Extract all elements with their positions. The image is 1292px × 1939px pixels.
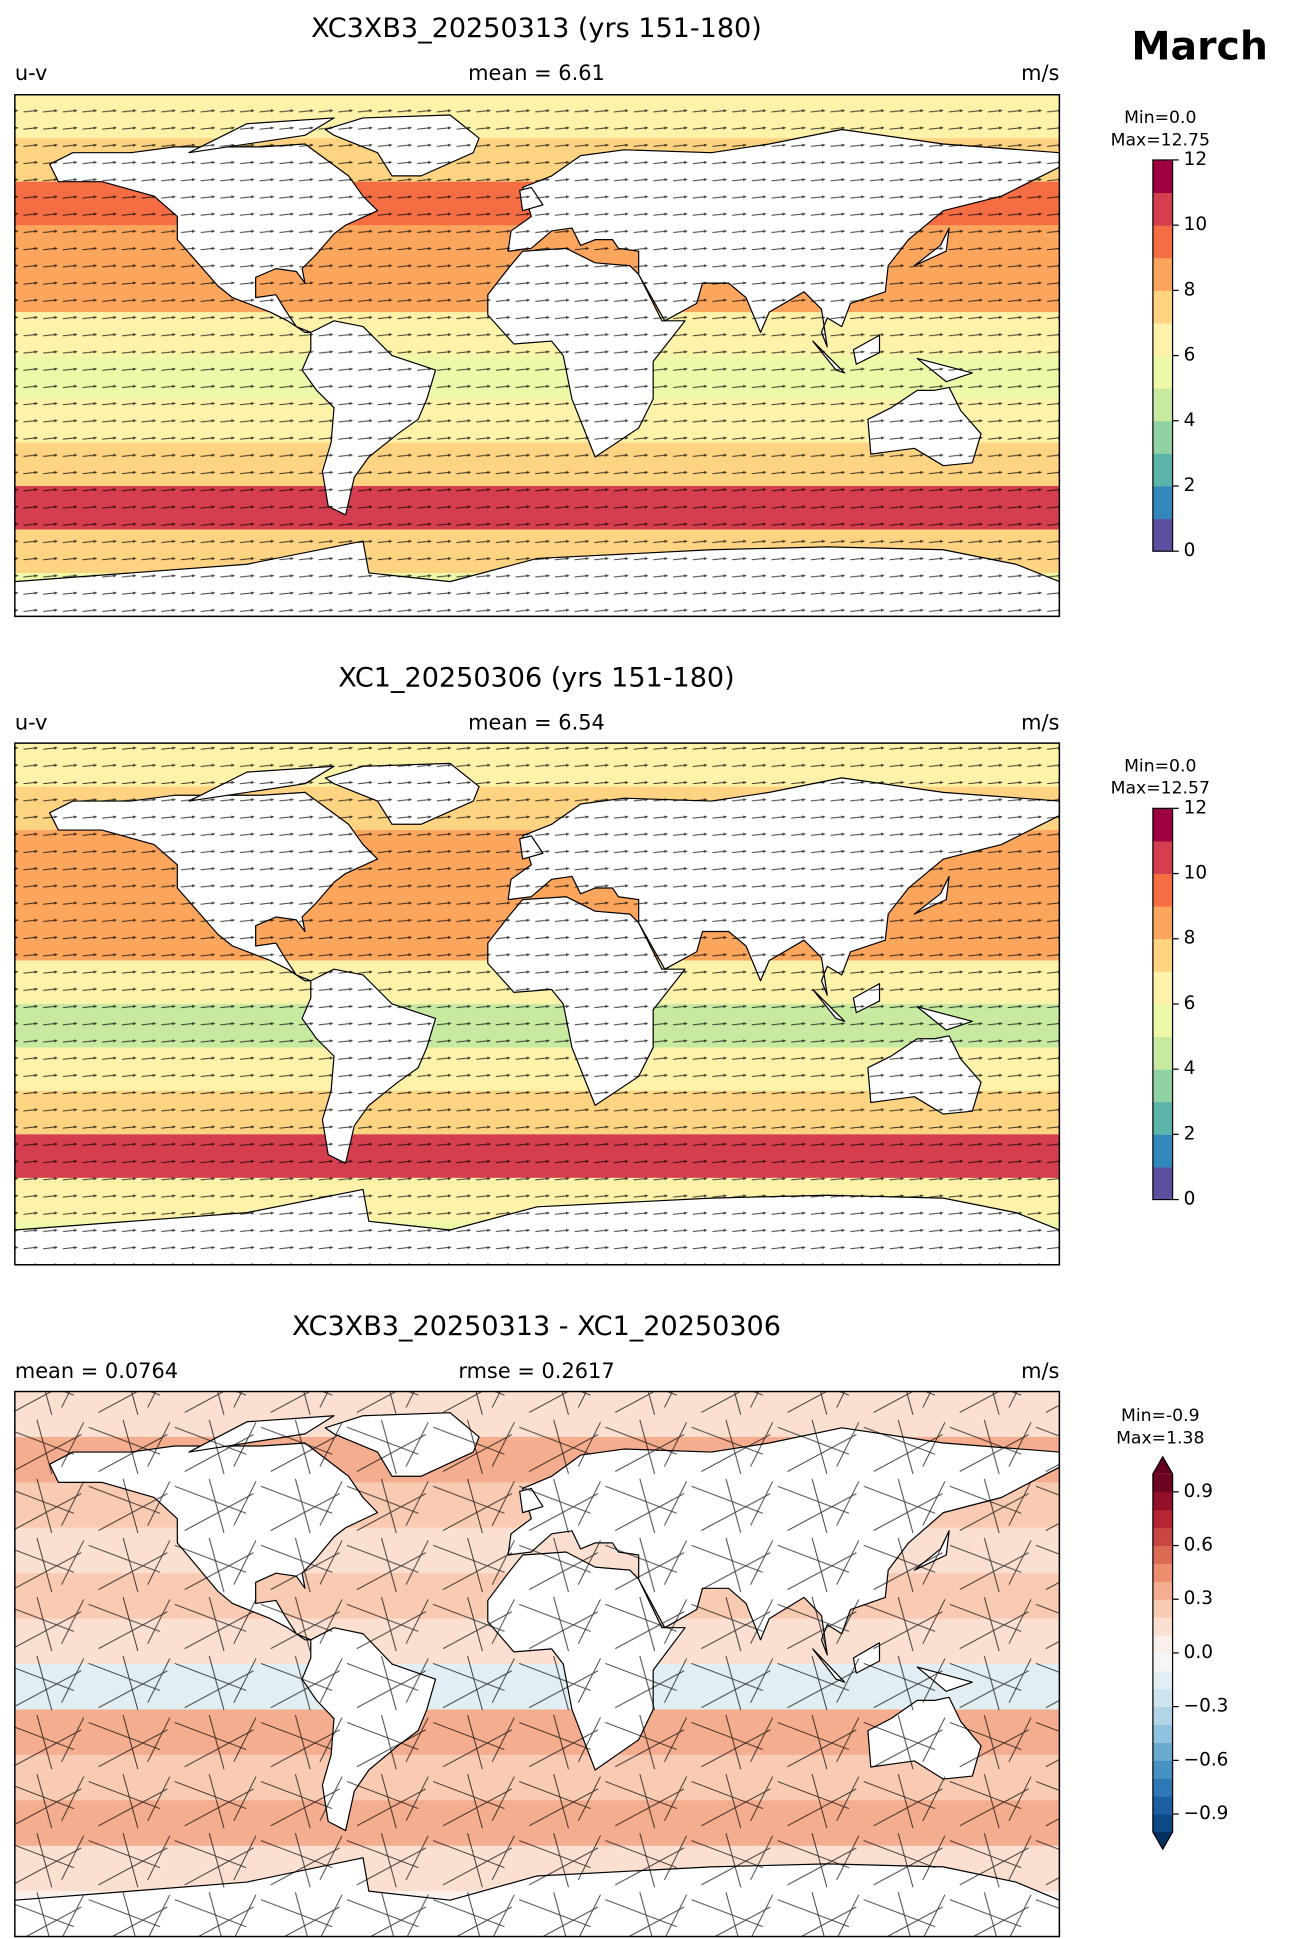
colorbar-extend-over	[1152, 1456, 1173, 1474]
colorbar-segment	[1152, 971, 1173, 1005]
colorbar-tick-label: 0.9	[1184, 1481, 1213, 1502]
colorbar-segment	[1152, 355, 1173, 389]
colorbar-max: Max=1.38	[1116, 1428, 1204, 1448]
colorbar-outline	[1152, 1455, 1174, 1851]
wind-vectors	[14, 1391, 1060, 1937]
colorbar-segment	[1152, 453, 1173, 487]
colorbar-segment	[1152, 159, 1173, 194]
colorbar-segment	[1152, 1509, 1173, 1529]
map-area	[14, 1391, 1060, 1937]
right-label: m/s	[1021, 61, 1059, 85]
colorbar-tick-label: 0.3	[1184, 1588, 1213, 1609]
colorbar-tick-label: 8	[1184, 279, 1196, 300]
colorbar-segment	[1152, 192, 1173, 226]
suptitle: March	[1131, 24, 1268, 70]
colorbar-tick-label: 10	[1184, 214, 1207, 235]
colorbar-tick-label: −0.9	[1184, 1803, 1229, 1824]
right-label: m/s	[1021, 1359, 1059, 1383]
colorbar-segment	[1152, 1134, 1173, 1168]
colorbar-segment	[1152, 322, 1173, 357]
colorbar-segment	[1152, 257, 1173, 291]
colorbar-segment	[1152, 388, 1173, 422]
colorbar-outline	[1152, 807, 1174, 1201]
colorbar-segment	[1152, 1563, 1173, 1582]
colorbar-tick-label: 12	[1184, 797, 1207, 818]
map-area	[14, 743, 1060, 1265]
colorbar-min: Min=0.0	[1124, 756, 1196, 776]
panel-title: XC3XB3_20250313 - XC1_20250306	[292, 1311, 781, 1342]
colorbar-segment	[1152, 1491, 1173, 1511]
colorbar-segment	[1152, 1706, 1173, 1726]
colorbar-segment	[1152, 1599, 1173, 1618]
left-label: u-v	[15, 710, 48, 734]
colorbar-segment	[1152, 1527, 1173, 1547]
colorbar-segment	[1152, 1796, 1173, 1815]
colorbar-tick-label: 4	[1184, 410, 1196, 431]
colorbar-segment	[1152, 225, 1173, 259]
center-label: rmse = 0.2617	[458, 1359, 614, 1383]
colorbar-segment	[1152, 873, 1173, 907]
map-frame	[14, 742, 1061, 1266]
wind-vectors	[14, 743, 1060, 1265]
colorbar-max: Max=12.75	[1111, 130, 1210, 150]
colorbar-segment	[1152, 1724, 1173, 1743]
colorbar-tick-label: 6	[1184, 345, 1196, 366]
colorbar-segment	[1152, 290, 1173, 324]
panel-title: XC1_20250306 (yrs 151-180)	[338, 663, 734, 694]
center-label: mean = 6.61	[468, 61, 605, 85]
colorbar-tick-label: 2	[1184, 1123, 1196, 1144]
colorbar-segment	[1152, 1617, 1173, 1636]
right-label: m/s	[1021, 710, 1059, 734]
colorbar-segment	[1152, 1545, 1173, 1564]
colorbar-segment	[1152, 1814, 1173, 1833]
colorbar-tick-label: 0.6	[1184, 1535, 1213, 1556]
map-area	[14, 94, 1060, 617]
left-label: u-v	[15, 61, 48, 85]
colorbar-extend-under	[1152, 1831, 1173, 1850]
colorbar-min: Min=0.0	[1124, 108, 1196, 128]
map-frame	[14, 1390, 1061, 1938]
colorbar-tick-label: 0	[1184, 1189, 1196, 1210]
colorbar-segment	[1152, 1670, 1173, 1690]
colorbar-segment	[1152, 1742, 1173, 1761]
colorbar-segment	[1152, 808, 1173, 842]
colorbar-tick-label: 8	[1184, 928, 1196, 949]
colorbar-segment	[1152, 518, 1173, 552]
left-label: mean = 0.0764	[15, 1359, 178, 1383]
colorbar-segment	[1152, 1635, 1173, 1654]
colorbar-segment	[1152, 1760, 1173, 1779]
colorbar-segment	[1152, 1101, 1173, 1135]
colorbar-tick-label: −0.3	[1184, 1696, 1229, 1717]
colorbar-segment	[1152, 906, 1173, 940]
colorbar-tick-label: 0.0	[1184, 1642, 1213, 1663]
center-label: mean = 6.54	[468, 710, 605, 734]
colorbar-segment	[1152, 1003, 1173, 1038]
colorbar-min: Min=-0.9	[1121, 1406, 1200, 1426]
colorbar-segment	[1152, 1581, 1173, 1600]
colorbar-segment	[1152, 420, 1173, 454]
colorbar-segment	[1152, 1652, 1173, 1672]
colorbar-max: Max=12.57	[1111, 779, 1210, 799]
wind-vectors	[14, 94, 1060, 617]
colorbar-tick-label: 6	[1184, 993, 1196, 1014]
colorbar-segment	[1152, 485, 1173, 520]
colorbar-tick-label: 10	[1184, 863, 1207, 884]
colorbar-segment	[1152, 1688, 1173, 1708]
colorbar-segment	[1152, 1069, 1173, 1103]
colorbar-outline	[1152, 159, 1174, 552]
colorbar-tick-label: −0.6	[1184, 1749, 1229, 1770]
colorbar-tick-label: 12	[1184, 149, 1207, 170]
colorbar-segment	[1152, 938, 1173, 972]
colorbar-tick-label: 4	[1184, 1058, 1196, 1079]
panel-title: XC3XB3_20250313 (yrs 151-180)	[311, 13, 762, 44]
colorbar-tick-label: 0	[1184, 540, 1196, 561]
colorbar-segment	[1152, 1036, 1173, 1070]
map-frame	[14, 93, 1061, 618]
colorbar-segment	[1152, 1166, 1173, 1201]
colorbar-segment	[1152, 1473, 1173, 1493]
colorbar-segment	[1152, 840, 1173, 875]
colorbar-tick-label: 2	[1184, 475, 1196, 496]
colorbar-segment	[1152, 1778, 1173, 1797]
